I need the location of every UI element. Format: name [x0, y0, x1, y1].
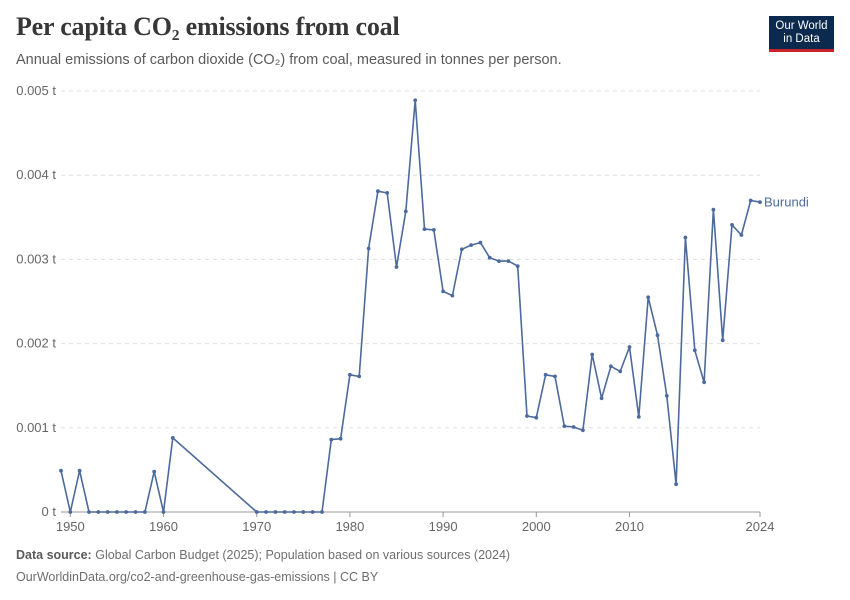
data-point[interactable]	[376, 189, 380, 194]
data-point[interactable]	[105, 510, 110, 514]
data-point[interactable]	[571, 425, 576, 429]
y-axis-tick-labels: 0 t 0.001 t 0.002 t 0.003 t 0.004 t 0.005 t	[16, 83, 56, 519]
x-tick-label: 1990	[429, 519, 458, 534]
data-source-line: Data source: Global Carbon Budget (2025)…	[16, 548, 510, 562]
data-point[interactable]	[664, 393, 669, 398]
owid-logo[interactable]: Our World in Data	[769, 16, 834, 52]
x-tick-label: 1970	[242, 519, 271, 534]
data-point[interactable]	[581, 428, 585, 433]
series-label[interactable]: Burundi	[764, 195, 809, 210]
data-point[interactable]	[282, 510, 287, 514]
logo-line-2: in Data	[783, 33, 820, 45]
y-tick-label: 0.001 t	[16, 420, 56, 435]
data-point[interactable]	[720, 338, 725, 343]
data-point[interactable]	[338, 436, 343, 441]
data-point[interactable]	[692, 348, 697, 353]
data-point[interactable]	[413, 98, 418, 103]
data-point[interactable]	[599, 396, 604, 401]
data-point[interactable]	[646, 295, 651, 300]
line-chart: 0 t 0.001 t 0.002 t 0.003 t 0.004 t 0.005 t 1…	[16, 83, 809, 534]
grid-lines	[61, 90, 760, 429]
data-point[interactable]	[403, 209, 408, 214]
data-point[interactable]	[459, 247, 464, 252]
data-point[interactable]	[711, 207, 716, 212]
data-point[interactable]	[702, 380, 706, 385]
source-url[interactable]: OurWorldinData.org/co2-and-greenhouse-ga…	[16, 570, 379, 584]
data-point[interactable]	[301, 510, 306, 514]
data-point[interactable]	[431, 228, 436, 232]
data-point[interactable]	[170, 436, 175, 440]
data-point[interactable]	[674, 482, 678, 487]
data-point[interactable]	[422, 227, 427, 232]
data-point[interactable]	[478, 240, 483, 245]
data-point[interactable]	[506, 259, 511, 263]
data-point[interactable]	[515, 264, 520, 268]
series-line-burundi[interactable]	[60, 99, 761, 513]
data-point[interactable]	[487, 255, 492, 260]
data-point[interactable]	[310, 510, 315, 514]
data-point[interactable]	[441, 289, 445, 294]
data-point[interactable]	[77, 468, 82, 473]
source-label: Data source:	[16, 548, 92, 562]
data-point[interactable]	[264, 510, 268, 514]
data-point[interactable]	[357, 374, 362, 379]
y-tick-label: 0.003 t	[16, 251, 56, 266]
data-point[interactable]	[161, 510, 166, 514]
x-tick-label: 1950	[56, 519, 85, 534]
data-point[interactable]	[758, 200, 762, 205]
source-text: Global Carbon Budget (2025); Population …	[95, 548, 511, 562]
data-point[interactable]	[133, 510, 138, 514]
y-tick-label: 0 t	[42, 504, 57, 519]
x-tick-label: 1980	[335, 519, 364, 534]
data-point[interactable]	[115, 510, 119, 514]
data-point[interactable]	[655, 333, 660, 338]
data-point[interactable]	[292, 510, 296, 514]
data-point[interactable]	[627, 345, 632, 349]
x-tick-label: 2010	[615, 519, 644, 534]
data-point[interactable]	[543, 372, 548, 377]
data-point[interactable]	[497, 259, 501, 263]
x-tick-label: 1960	[149, 519, 178, 534]
data-point[interactable]	[562, 424, 567, 428]
data-point[interactable]	[68, 510, 73, 514]
x-axis: 1950 1960 1970 1980 1990 2000 2010 2024	[56, 511, 775, 534]
chart-subtitle: Annual emissions of carbon dioxide (CO₂)…	[16, 52, 562, 68]
data-point[interactable]	[683, 235, 688, 240]
data-point[interactable]	[254, 510, 259, 514]
data-point[interactable]	[273, 510, 278, 514]
data-point[interactable]	[87, 510, 91, 514]
data-point[interactable]	[348, 372, 352, 377]
data-point[interactable]	[143, 510, 147, 514]
data-point[interactable]	[748, 198, 753, 203]
data-point[interactable]	[730, 223, 734, 227]
data-point[interactable]	[124, 510, 129, 514]
data-point[interactable]	[739, 233, 744, 237]
logo-line-1: Our World	[775, 20, 828, 32]
data-point[interactable]	[534, 415, 539, 420]
data-point[interactable]	[329, 437, 334, 442]
x-tick-label: 2000	[522, 519, 551, 534]
chart-title: Per capita CO₂ emissions from coal	[16, 12, 400, 41]
series-layer: Burundi	[59, 98, 809, 514]
data-point[interactable]	[152, 469, 157, 474]
data-point[interactable]	[59, 468, 63, 473]
data-point[interactable]	[450, 293, 455, 298]
x-tick-label: 2024	[746, 519, 775, 534]
data-point[interactable]	[385, 191, 390, 195]
data-point[interactable]	[320, 510, 324, 514]
y-tick-label: 0.002 t	[16, 336, 56, 351]
data-point[interactable]	[618, 369, 623, 374]
data-point[interactable]	[366, 246, 371, 251]
data-point[interactable]	[469, 243, 473, 248]
data-point[interactable]	[609, 364, 613, 369]
data-point[interactable]	[553, 374, 557, 379]
data-point[interactable]	[394, 265, 399, 269]
data-point[interactable]	[96, 510, 101, 514]
y-tick-label: 0.004 t	[16, 167, 56, 182]
data-point[interactable]	[636, 415, 641, 419]
data-point[interactable]	[525, 414, 529, 418]
data-point[interactable]	[590, 352, 595, 357]
y-tick-label: 0.005 t	[16, 83, 56, 98]
